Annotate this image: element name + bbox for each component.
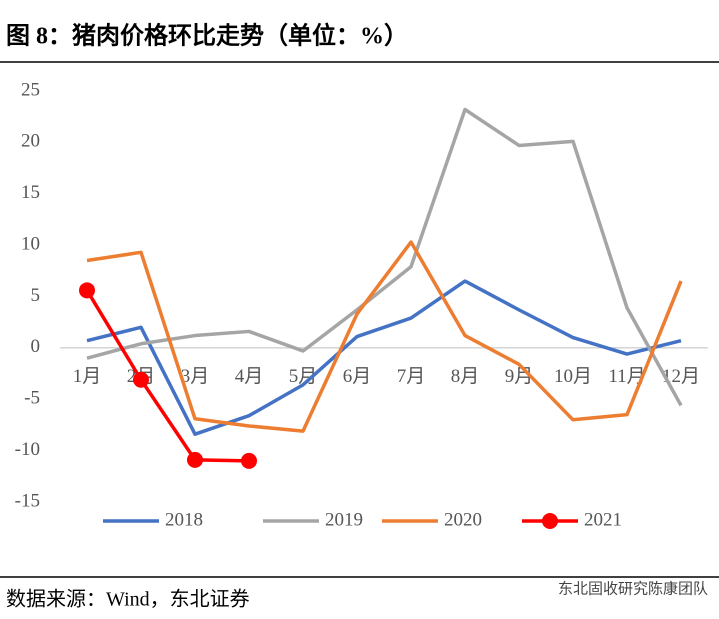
chart-title: 图 8：猪肉价格环比走势（单位：%） [6, 22, 408, 50]
y-tick-label: 25 [21, 79, 40, 100]
legend-label: 2019 [325, 509, 363, 530]
x-tick-label: 7月 [397, 366, 426, 387]
x-tick-label: 6月 [343, 366, 372, 387]
legend-label: 2020 [444, 509, 482, 530]
series-line [86, 279, 682, 436]
series-line [85, 289, 250, 463]
x-tick-label: 11月 [608, 366, 645, 387]
x-tick-label: 12月 [662, 366, 700, 387]
x-tick-label: 10月 [554, 366, 592, 387]
legend-label: 2021 [584, 509, 622, 530]
x-tick-label: 3月 [181, 366, 210, 387]
y-tick-label: 5 [31, 285, 41, 306]
x-tick-label: 5月 [289, 366, 318, 387]
series-marker [187, 451, 203, 468]
x-tick-label: 4月 [235, 366, 264, 387]
x-tick-label: 1月 [73, 366, 102, 387]
y-tick-label: 0 [31, 336, 41, 357]
series-line [86, 107, 683, 407]
source-note: 数据来源：Wind，东北证券 [6, 588, 250, 611]
series-line [86, 240, 683, 433]
x-tick-label: 8月 [451, 366, 480, 387]
y-tick-label: 10 [21, 233, 40, 254]
series-marker [79, 282, 95, 299]
y-tick-label: -10 [15, 439, 40, 460]
series-marker [133, 371, 149, 388]
y-tick-label: -5 [24, 388, 40, 409]
y-tick-label: -15 [15, 490, 40, 511]
series-marker [241, 452, 257, 469]
y-tick-label: 20 [21, 131, 40, 152]
watermark: 东北固收研究陈康团队 [558, 580, 708, 598]
legend-label: 2018 [165, 509, 203, 530]
y-tick-label: 15 [21, 182, 40, 203]
legend-marker [542, 513, 558, 529]
